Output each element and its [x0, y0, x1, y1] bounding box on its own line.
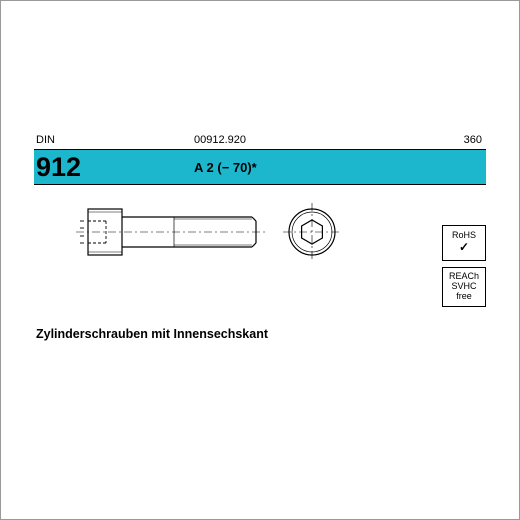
- header-code: 00912.920: [194, 134, 394, 146]
- reach-line3: free: [456, 292, 472, 302]
- material-spec: A 2 (− 70)*: [194, 160, 486, 175]
- header-ref: 360: [394, 134, 486, 146]
- diagram-area: RoHS ✓ REACh SVHC free: [34, 185, 486, 325]
- rohs-badge: RoHS ✓: [442, 225, 486, 261]
- main-row: 912 A 2 (− 70)*: [34, 150, 486, 184]
- reach-badge: REACh SVHC free: [442, 267, 486, 307]
- header-row: DIN 00912.920 360: [34, 130, 486, 150]
- screw-diagram: [34, 185, 374, 295]
- check-icon: ✓: [459, 241, 469, 254]
- spec-card: DIN 00912.920 360 912 A 2 (− 70)* RoHS ✓…: [34, 130, 486, 384]
- product-description: Zylinderschrauben mit Innensechskant: [34, 325, 486, 341]
- header-standard: DIN: [34, 134, 194, 146]
- din-number: 912: [34, 152, 194, 183]
